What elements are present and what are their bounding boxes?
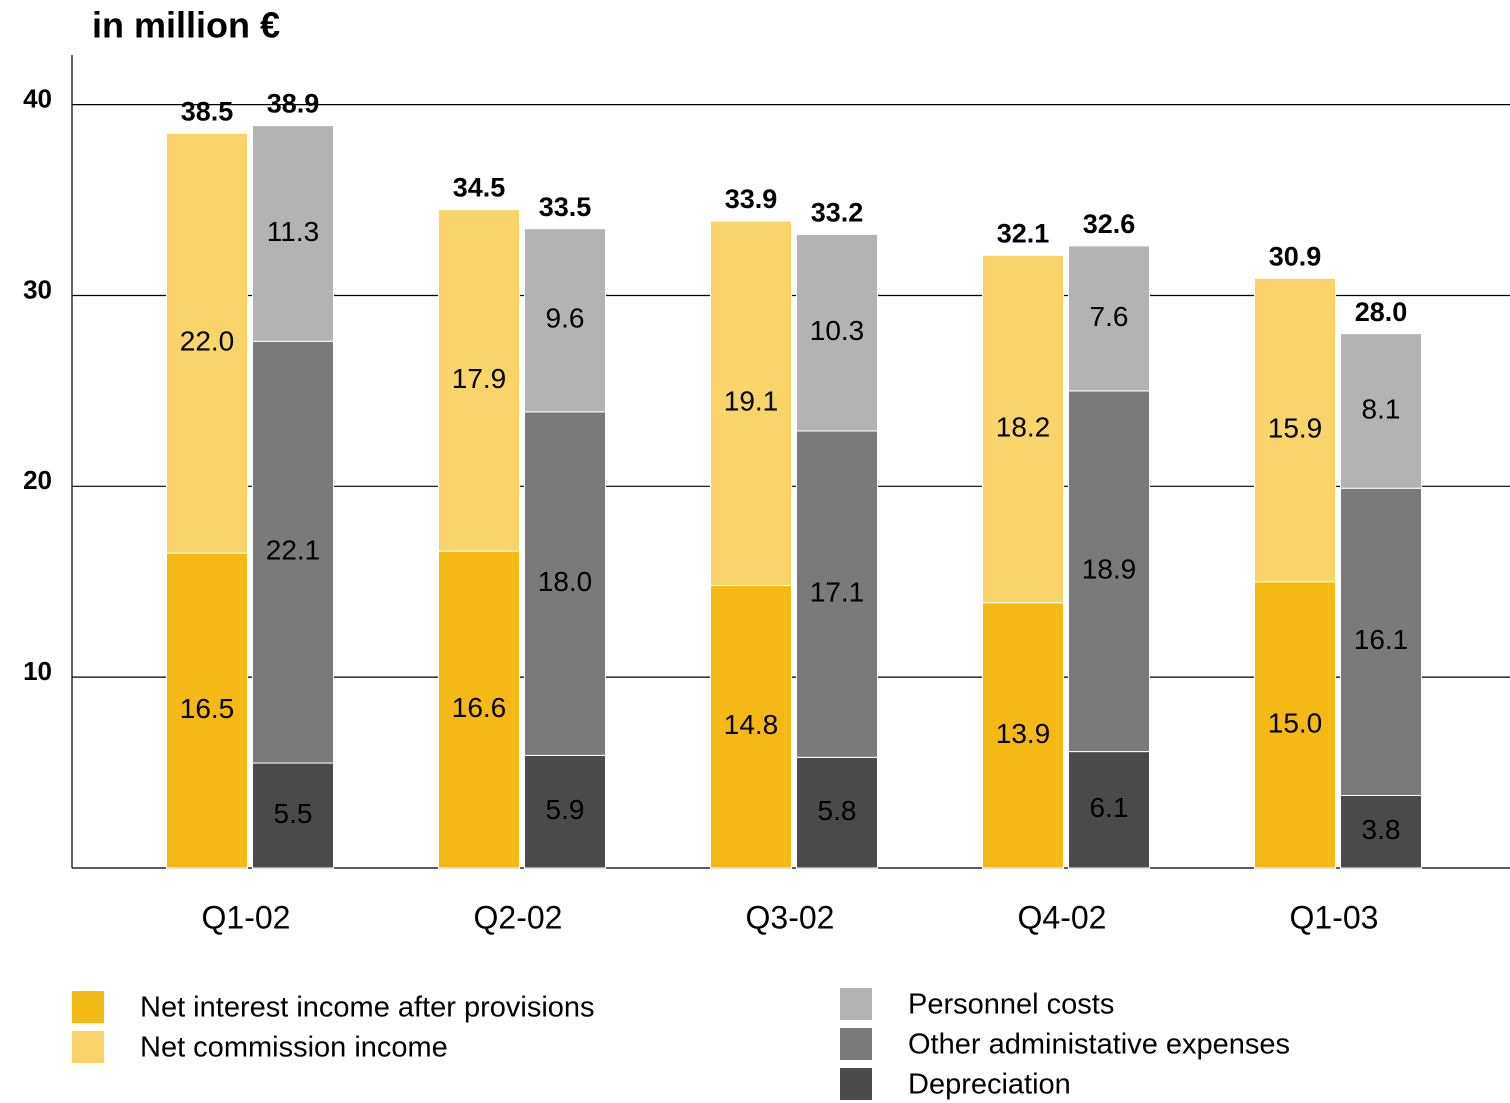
x-tick-label: Q1-02 (202, 899, 291, 935)
y-tick-label: 30 (23, 274, 52, 304)
bar-segment (1254, 277, 1336, 583)
segment-label: 22.1 (266, 535, 321, 566)
bar-segment (252, 762, 334, 869)
total-label: 38.9 (267, 89, 320, 119)
legend-swatch (840, 1028, 872, 1060)
bar-segment (796, 430, 878, 758)
total-label: 32.6 (1083, 209, 1136, 239)
segment-label: 13.9 (996, 718, 1051, 749)
segment-label: 11.3 (267, 216, 319, 247)
segment-label: 8.1 (1362, 393, 1401, 424)
total-label: 33.5 (539, 192, 592, 222)
bar-segment (524, 411, 606, 756)
segment-label: 19.1 (724, 386, 779, 417)
total-label: 32.1 (997, 219, 1050, 249)
segment-label: 7.6 (1090, 301, 1129, 332)
segment-label: 15.9 (1268, 412, 1323, 443)
legend-swatch (72, 1031, 104, 1063)
segment-label: 6.1 (1090, 792, 1129, 823)
legend-swatch (72, 991, 104, 1023)
bar-segment (1340, 794, 1422, 869)
bar-segment (252, 125, 334, 342)
x-tick-label: Q4-02 (1018, 899, 1107, 935)
bar-segment (710, 585, 792, 869)
y-tick-label: 10 (23, 656, 52, 686)
total-label: 30.9 (1269, 241, 1322, 271)
bar-segment (166, 552, 248, 869)
segment-label: 5.9 (546, 794, 585, 825)
bar-segment (166, 132, 248, 554)
legend-label: Net commission income (140, 1032, 448, 1064)
segment-label: 22.0 (180, 326, 235, 357)
legend-label: Other administative expenses (908, 1029, 1290, 1061)
x-tick-label: Q3-02 (746, 899, 835, 935)
segment-label: 18.0 (538, 566, 593, 597)
bar-segment (1068, 390, 1150, 753)
y-tick-label: 40 (23, 83, 52, 113)
chart-title: in million € (92, 5, 280, 46)
total-label: 28.0 (1355, 297, 1408, 327)
bar-segment (796, 756, 878, 869)
segment-label: 3.8 (1362, 814, 1401, 845)
x-tick-label: Q2-02 (474, 899, 563, 935)
segment-label: 14.8 (724, 709, 779, 740)
segment-label: 15.0 (1268, 707, 1323, 738)
legend-swatch (840, 1068, 872, 1100)
segment-label: 18.2 (996, 411, 1051, 442)
bar-segment (438, 209, 520, 552)
segment-label: 16.1 (1354, 624, 1409, 655)
total-label: 38.5 (181, 96, 234, 126)
legend-swatch (840, 988, 872, 1020)
bar-segment (982, 254, 1064, 604)
total-label: 33.9 (725, 184, 778, 214)
bar-segment (438, 550, 520, 869)
bar-segment (982, 602, 1064, 869)
x-tick-label: Q1-03 (1290, 899, 1379, 935)
total-label: 33.2 (811, 198, 864, 228)
bar-segment (524, 228, 606, 413)
segment-label: 16.5 (180, 693, 235, 724)
bar-segment (1068, 245, 1150, 392)
segment-label: 5.8 (818, 795, 857, 826)
segment-label: 10.3 (810, 315, 865, 346)
segment-label: 9.6 (546, 303, 585, 334)
segment-label: 5.5 (274, 798, 313, 829)
bar-segment (1340, 333, 1422, 489)
segment-label: 18.9 (1082, 554, 1137, 585)
segment-label: 17.9 (452, 363, 507, 394)
legend-label: Personnel costs (908, 989, 1114, 1021)
bar-segment (1254, 581, 1336, 869)
bar-segment (796, 233, 878, 432)
legend-label: Net interest income after provisions (140, 992, 595, 1024)
segment-label: 16.6 (452, 692, 507, 723)
y-tick-label: 20 (23, 465, 52, 495)
legend-label: Depreciation (908, 1069, 1071, 1101)
segment-label: 17.1 (810, 577, 865, 608)
bar-segment (524, 754, 606, 869)
bar-segment (710, 220, 792, 587)
total-label: 34.5 (453, 173, 506, 203)
